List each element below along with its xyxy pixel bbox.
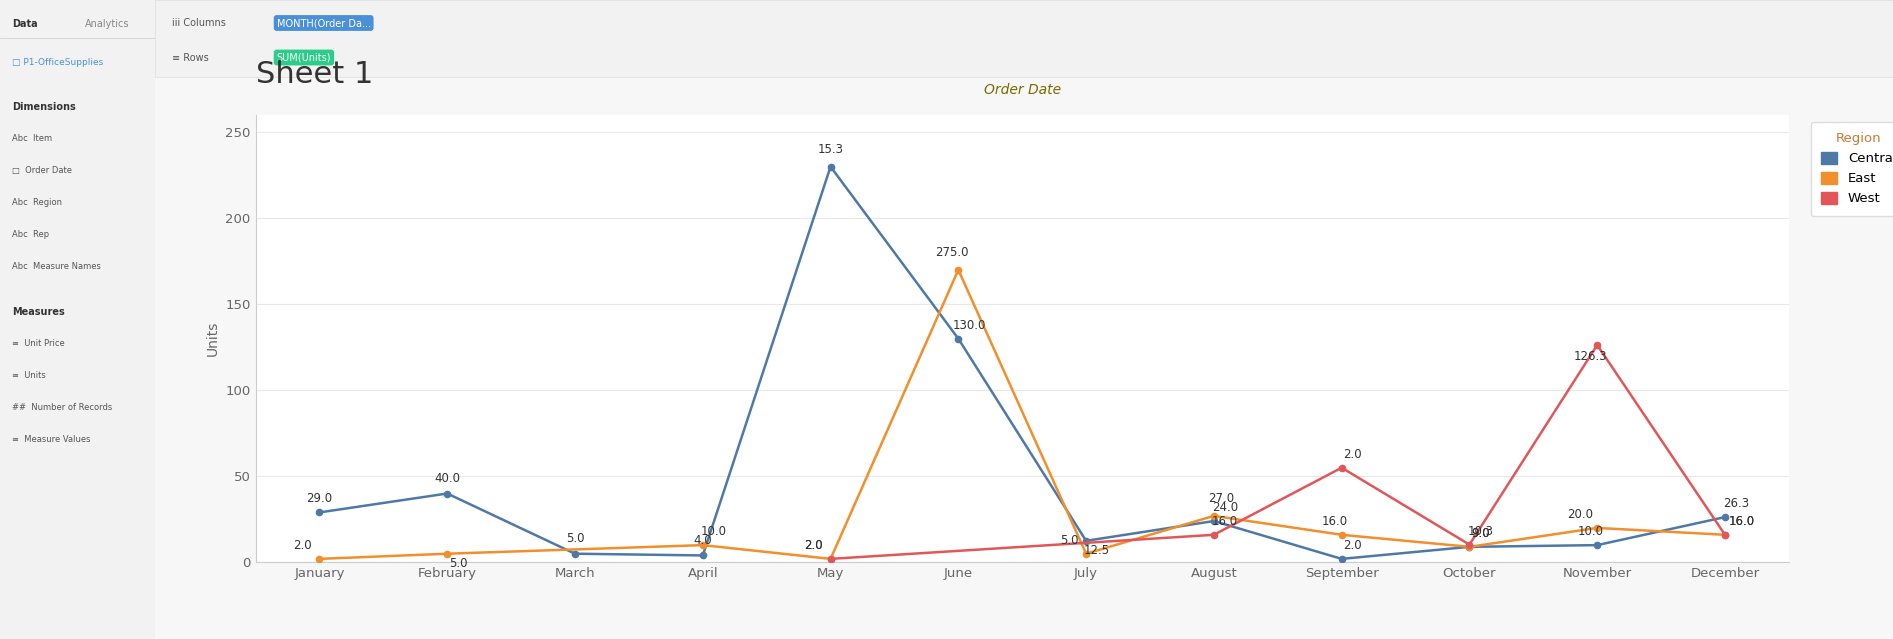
Text: 16.0: 16.0 <box>1321 515 1348 528</box>
Text: 275.0: 275.0 <box>935 246 967 259</box>
Text: 130.0: 130.0 <box>952 319 986 332</box>
Text: 40.0: 40.0 <box>433 472 460 485</box>
Text: □  Order Date: □ Order Date <box>13 166 72 175</box>
Text: ≡  Units: ≡ Units <box>13 371 45 380</box>
Text: MONTH(Order Da...: MONTH(Order Da... <box>276 18 371 28</box>
Text: ##  Number of Records: ## Number of Records <box>13 403 114 412</box>
Text: ≡  Unit Price: ≡ Unit Price <box>13 339 64 348</box>
Text: 16.0: 16.0 <box>1728 515 1755 528</box>
Text: 5.0: 5.0 <box>1060 534 1079 547</box>
Text: 2.0: 2.0 <box>1344 448 1363 461</box>
Text: Order Date: Order Date <box>984 83 1060 97</box>
Text: Measures: Measures <box>13 307 64 317</box>
Text: 5.0: 5.0 <box>566 532 585 545</box>
Text: ≡  Measure Values: ≡ Measure Values <box>13 435 91 443</box>
Text: 126.3: 126.3 <box>1573 350 1607 363</box>
Text: 4.0: 4.0 <box>693 534 712 547</box>
Text: □ P1-OfficeSupplies: □ P1-OfficeSupplies <box>13 58 104 66</box>
Text: 10.0: 10.0 <box>1577 525 1603 538</box>
Text: 2.0: 2.0 <box>805 539 823 552</box>
Text: iii Columns: iii Columns <box>172 18 227 28</box>
Text: SUM(Units): SUM(Units) <box>276 52 331 63</box>
Text: 20.0: 20.0 <box>1567 508 1594 521</box>
Text: Abc  Rep: Abc Rep <box>13 230 49 239</box>
Text: 15.3: 15.3 <box>818 142 844 155</box>
Text: 16.0: 16.0 <box>1728 515 1755 528</box>
Text: 29.0: 29.0 <box>307 493 333 505</box>
Text: 2.0: 2.0 <box>805 539 823 552</box>
Text: 5.0: 5.0 <box>449 557 468 571</box>
Text: Dimensions: Dimensions <box>13 102 76 112</box>
Text: Abc  Measure Names: Abc Measure Names <box>13 262 100 271</box>
Text: 26.3: 26.3 <box>1723 497 1749 510</box>
Text: Data: Data <box>13 19 38 29</box>
Text: 2.0: 2.0 <box>1344 539 1363 552</box>
Text: 27.0: 27.0 <box>1208 492 1234 505</box>
Legend: Central, East, West: Central, East, West <box>1812 121 1893 216</box>
Text: 12.5: 12.5 <box>1085 544 1111 557</box>
Text: 10.0: 10.0 <box>700 525 727 538</box>
Text: 16.0: 16.0 <box>1212 515 1238 528</box>
Text: 9.0: 9.0 <box>1471 527 1490 540</box>
Text: ≡ Rows: ≡ Rows <box>172 52 208 63</box>
Text: Abc  Item: Abc Item <box>13 134 53 143</box>
Text: Abc  Region: Abc Region <box>13 198 62 207</box>
Y-axis label: Units: Units <box>206 321 220 357</box>
Text: Sheet 1: Sheet 1 <box>256 61 373 89</box>
Text: 2.0: 2.0 <box>293 539 312 552</box>
Text: 10.3: 10.3 <box>1467 525 1494 537</box>
Text: 9.0: 9.0 <box>1471 527 1490 540</box>
Text: 24.0: 24.0 <box>1212 501 1238 514</box>
Text: Analytics: Analytics <box>85 19 131 29</box>
